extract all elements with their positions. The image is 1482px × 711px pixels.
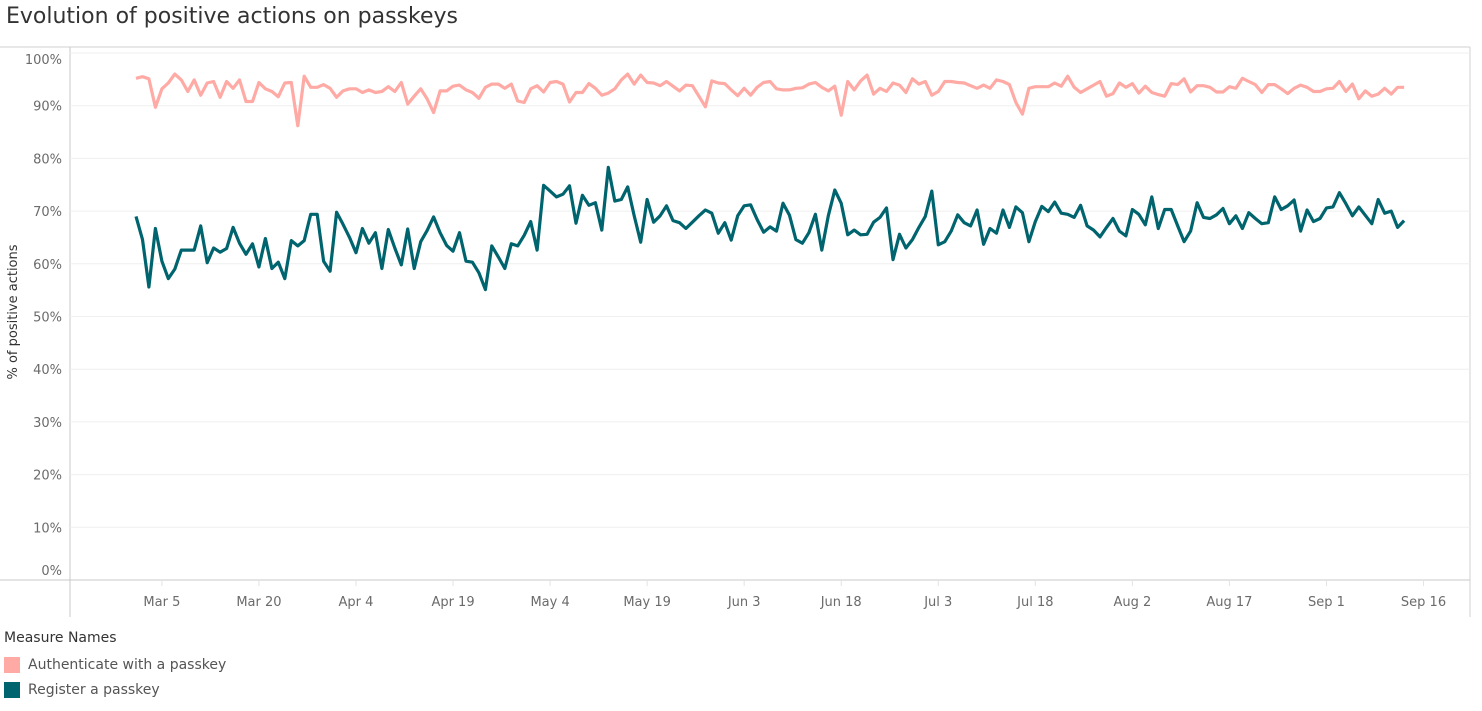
series-line-register xyxy=(134,165,1406,292)
y-tick-label: 50% xyxy=(33,311,62,326)
y-tick-label: 10% xyxy=(33,521,62,536)
legend-swatch xyxy=(4,681,20,698)
legend-title: Measure Names xyxy=(4,630,117,646)
x-tick-label: Aug 17 xyxy=(1206,595,1252,610)
y-axis-label: % of positive actions xyxy=(6,244,21,379)
legend: Measure Names Authenticate with a passke… xyxy=(4,630,226,702)
x-tick-label: Mar 5 xyxy=(143,595,180,610)
x-tick-label: Jul 3 xyxy=(923,595,952,610)
x-tick-label: May 4 xyxy=(530,595,569,610)
legend-item-register[interactable]: Register a passkey xyxy=(4,677,226,702)
y-tick-label: 90% xyxy=(33,100,62,115)
x-tick-label: Jul 18 xyxy=(1016,595,1053,610)
y-tick-label: 80% xyxy=(33,152,62,167)
y-tick-label: 0% xyxy=(41,564,62,579)
x-axis-ticks: Mar 5 Mar 20 Apr 4 Apr 19 May 4 May 19 Jun 3 Ju… xyxy=(143,580,1446,610)
legend-item-authenticate[interactable]: Authenticate with a passkey xyxy=(4,652,226,677)
legend-swatch xyxy=(4,656,20,673)
chart-title: Evolution of positive actions on passkey… xyxy=(6,4,458,29)
x-tick-label: Apr 4 xyxy=(339,595,374,610)
y-tick-label: 40% xyxy=(33,363,62,378)
x-tick-label: Aug 2 xyxy=(1113,595,1151,610)
x-tick-label: May 19 xyxy=(623,595,671,610)
x-tick-label: Sep 16 xyxy=(1401,595,1446,610)
chart-frame xyxy=(0,46,1471,617)
y-axis-ticks: 0% 10% 20% 30% 40% 50% 60% 70% 80% 90% 100% xyxy=(25,53,62,579)
y-tick-label: 20% xyxy=(33,469,62,484)
series-line-authenticate xyxy=(135,72,1405,128)
x-tick-label: Sep 1 xyxy=(1308,595,1345,610)
y-tick-label: 70% xyxy=(33,205,62,220)
y-tick-label: 100% xyxy=(25,53,62,68)
legend-label: Authenticate with a passkey xyxy=(28,656,227,673)
series-lines xyxy=(134,72,1406,292)
x-tick-label: Jun 3 xyxy=(727,595,761,610)
x-tick-label: Jun 18 xyxy=(820,595,862,610)
y-tick-label: 60% xyxy=(33,258,62,273)
x-tick-label: Mar 20 xyxy=(236,595,281,610)
y-tick-label: 30% xyxy=(33,416,62,431)
x-tick-label: Apr 19 xyxy=(431,595,474,610)
legend-label: Register a passkey xyxy=(28,681,160,698)
gridlines xyxy=(70,52,1470,528)
